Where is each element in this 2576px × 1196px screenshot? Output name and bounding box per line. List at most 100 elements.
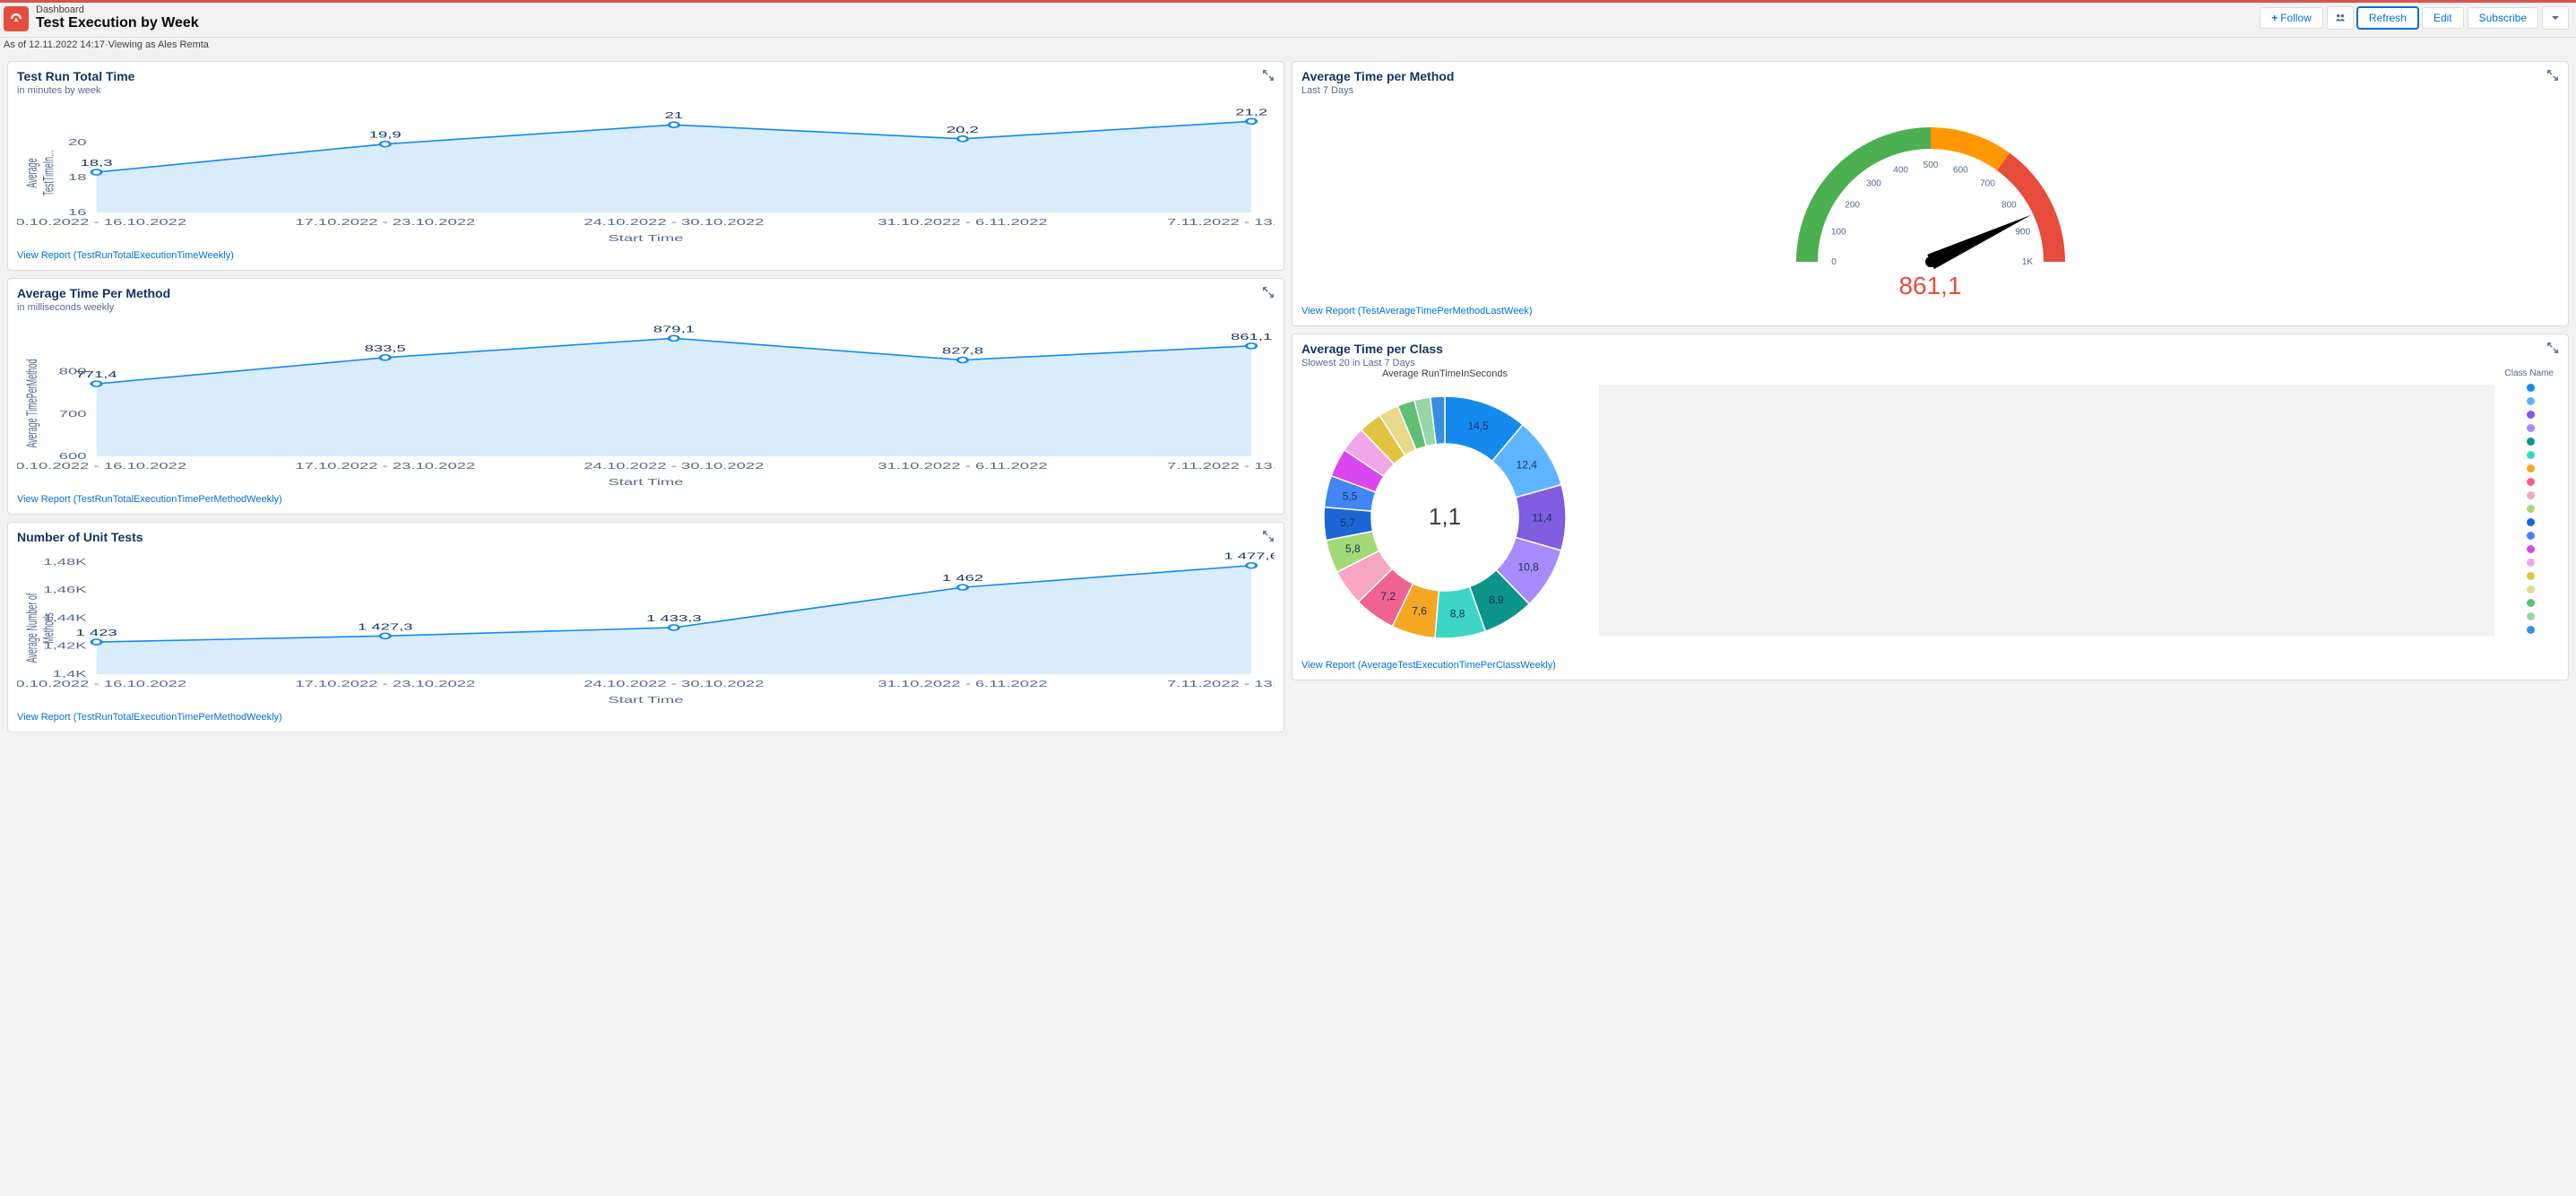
- svg-text:500: 500: [1923, 160, 1938, 170]
- card-title: Number of Unit Tests: [17, 530, 1275, 544]
- view-report-link[interactable]: View Report (TestRunTotalExecutionTimePe…: [17, 712, 1275, 723]
- legend-dot[interactable]: [2527, 384, 2535, 392]
- legend-dot[interactable]: [2527, 397, 2535, 405]
- svg-text:Start Time: Start Time: [608, 696, 683, 706]
- legend-dot[interactable]: [2527, 451, 2535, 459]
- header-kicker: Dashboard: [36, 4, 199, 15]
- card-avg-time-per-method: Average Time Per Method in milliseconds …: [7, 278, 1284, 515]
- view-report-link[interactable]: View Report (TestRunTotalExecutionTimeWe…: [17, 250, 1275, 261]
- svg-text:Average TimePerMethod: Average TimePerMethod: [23, 359, 40, 447]
- svg-text:Average Number of: Average Number of: [23, 593, 40, 663]
- refresh-button[interactable]: Refresh: [2357, 7, 2418, 29]
- card-subtitle: Slowest 20 in Last 7 Days: [1301, 358, 2559, 368]
- expand-icon[interactable]: [1262, 69, 1275, 82]
- svg-text:Start Time: Start Time: [608, 234, 683, 244]
- svg-text:11,4: 11,4: [1532, 511, 1552, 524]
- svg-text:20,2: 20,2: [947, 126, 979, 135]
- svg-text:300: 300: [1866, 179, 1881, 189]
- svg-text:18: 18: [68, 173, 87, 183]
- svg-text:100: 100: [1830, 228, 1846, 238]
- collaborate-icon[interactable]: [2327, 6, 2354, 30]
- more-menu-button[interactable]: [2542, 6, 2569, 30]
- svg-text:20: 20: [68, 138, 87, 148]
- svg-text:7,6: 7,6: [1412, 605, 1427, 618]
- svg-text:8,9: 8,9: [1489, 594, 1504, 606]
- view-report-link[interactable]: View Report (TestAverageTimePerMethodLas…: [1301, 306, 2559, 316]
- expand-icon[interactable]: [2546, 69, 2559, 82]
- svg-text:10.10.2022 - 16.10.2022: 10.10.2022 - 16.10.2022: [17, 218, 186, 228]
- card-donut-avg-time-class: Average Time per Class Slowest 20 in Las…: [1292, 334, 2569, 680]
- svg-text:0: 0: [1831, 257, 1837, 267]
- svg-text:827,8: 827,8: [942, 346, 983, 356]
- expand-icon[interactable]: [1262, 286, 1275, 299]
- svg-text:5,7: 5,7: [1340, 516, 1355, 529]
- legend-dot[interactable]: [2527, 424, 2535, 432]
- svg-text:31.10.2022 - 6.11.2022: 31.10.2022 - 6.11.2022: [877, 218, 1047, 228]
- expand-icon[interactable]: [2546, 342, 2559, 354]
- svg-text:1 427,3: 1 427,3: [358, 622, 413, 632]
- legend-dot[interactable]: [2527, 518, 2535, 526]
- legend-dot[interactable]: [2527, 478, 2535, 486]
- subscribe-button[interactable]: Subscribe: [2468, 7, 2538, 29]
- svg-text:31.10.2022 - 6.11.2022: 31.10.2022 - 6.11.2022: [877, 680, 1047, 689]
- legend-title: Class Name: [2505, 368, 2559, 378]
- svg-text:861,1: 861,1: [1231, 333, 1272, 342]
- legend-dot[interactable]: [2527, 559, 2535, 567]
- view-report-link[interactable]: View Report (TestRunTotalExecutionTimePe…: [17, 494, 1275, 505]
- edit-button[interactable]: Edit: [2422, 7, 2464, 29]
- card-test-run-total-time: Test Run Total Time in minutes by week 1…: [7, 61, 1284, 271]
- svg-text:24.10.2022 - 30.10.2022: 24.10.2022 - 30.10.2022: [583, 462, 764, 472]
- svg-text:800: 800: [2001, 201, 2017, 211]
- svg-text:1 433,3: 1 433,3: [646, 614, 702, 624]
- svg-text:200: 200: [1845, 201, 1860, 211]
- card-subtitle: in milliseconds weekly: [17, 302, 1275, 313]
- legend-dot[interactable]: [2527, 411, 2535, 419]
- svg-text:17.10.2022 - 23.10.2022: 17.10.2022 - 23.10.2022: [295, 462, 475, 472]
- legend-dot[interactable]: [2527, 505, 2535, 513]
- as-of-text: As of 12.11.2022 14:17·Viewing as Ales R…: [0, 38, 2576, 54]
- svg-text:7,2: 7,2: [1380, 590, 1396, 602]
- view-report-link[interactable]: View Report (AverageTestExecutionTimePer…: [1301, 660, 2559, 671]
- dashboard-icon: [4, 6, 29, 31]
- legend-dot[interactable]: [2527, 626, 2535, 634]
- expand-icon[interactable]: [1262, 530, 1275, 542]
- card-subtitle: Last 7 Days: [1301, 85, 2559, 96]
- follow-button[interactable]: +Follow: [2260, 7, 2323, 29]
- svg-text:879,1: 879,1: [653, 325, 695, 334]
- svg-text:7.11.2022 - 13.11.2022: 7.11.2022 - 13.11.2022: [1167, 462, 1275, 472]
- legend-dot[interactable]: [2527, 464, 2535, 472]
- legend-box: [1599, 385, 2494, 636]
- svg-text:8,8: 8,8: [1450, 608, 1465, 620]
- svg-text:17.10.2022 - 23.10.2022: 17.10.2022 - 23.10.2022: [295, 218, 475, 228]
- svg-text:31.10.2022 - 6.11.2022: 31.10.2022 - 6.11.2022: [877, 462, 1047, 472]
- legend-dot[interactable]: [2527, 532, 2535, 540]
- legend-dot[interactable]: [2527, 599, 2535, 607]
- card-title: Average Time per Method: [1301, 69, 2559, 83]
- legend-dot[interactable]: [2527, 438, 2535, 446]
- svg-text:700: 700: [59, 410, 87, 420]
- svg-text:16: 16: [68, 208, 87, 218]
- page-title: Test Execution by Week: [36, 15, 199, 31]
- legend-dot[interactable]: [2527, 572, 2535, 580]
- svg-text:14,5: 14,5: [1468, 420, 1490, 432]
- svg-text:18,3: 18,3: [81, 159, 113, 169]
- svg-text:1,46K: 1,46K: [43, 585, 86, 595]
- svg-text:10.10.2022 - 16.10.2022: 10.10.2022 - 16.10.2022: [17, 462, 186, 472]
- svg-text:12,4: 12,4: [1517, 458, 1538, 471]
- svg-text:Methods: Methods: [40, 612, 57, 644]
- card-gauge-avg-time: Average Time per Method Last 7 Days 0 100…: [1292, 61, 2569, 326]
- card-title: Test Run Total Time: [17, 69, 1275, 83]
- legend-dot[interactable]: [2527, 612, 2535, 620]
- svg-text:5,5: 5,5: [1343, 490, 1358, 503]
- svg-text:1 462: 1 462: [942, 574, 983, 584]
- legend-dot[interactable]: [2527, 491, 2535, 499]
- svg-text:771,4: 771,4: [76, 370, 117, 380]
- legend-dot[interactable]: [2527, 585, 2535, 594]
- svg-text:1 477,6: 1 477,6: [1223, 552, 1275, 562]
- svg-text:7.11.2022 - 13.11.2022: 7.11.2022 - 13.11.2022: [1167, 218, 1275, 228]
- gauge-chart: 01002003004005006007008009001K: [1778, 105, 2083, 275]
- legend-dots: [2505, 378, 2559, 639]
- svg-text:900: 900: [2015, 228, 2030, 238]
- svg-text:21: 21: [665, 111, 684, 121]
- legend-dot[interactable]: [2527, 545, 2535, 553]
